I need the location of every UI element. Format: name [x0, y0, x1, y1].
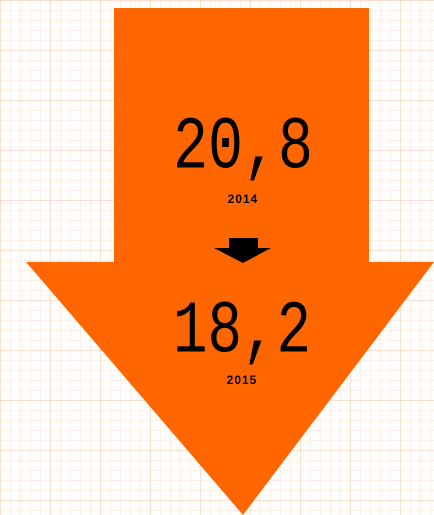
- big-arrow: [26, 8, 434, 515]
- value-2015: 18,2: [173, 291, 311, 375]
- year-2015: 2015: [227, 373, 258, 387]
- value-2014: 20,8: [173, 107, 313, 191]
- small-arrow: [214, 238, 271, 263]
- year-2014: 2014: [228, 192, 259, 206]
